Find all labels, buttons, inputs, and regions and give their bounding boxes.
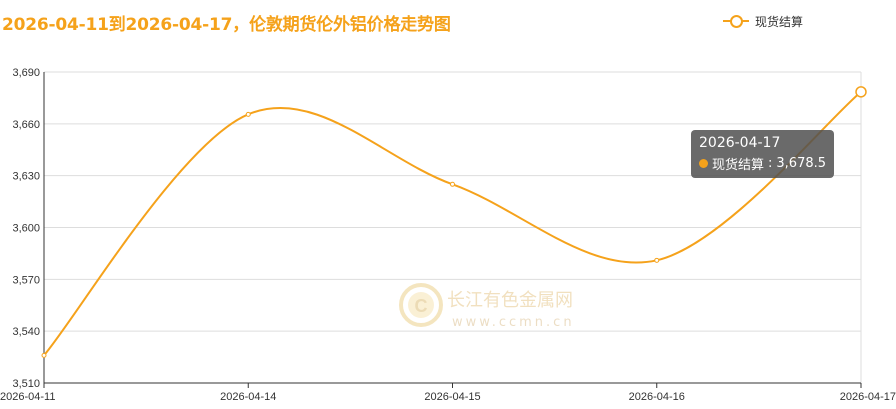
grid-lines — [44, 71, 862, 384]
legend-item-spot-settlement[interactable]: 现货结算 — [723, 10, 803, 32]
data-point — [245, 111, 251, 117]
x-tick-label: 2026-04-14 — [220, 391, 276, 403]
chart-title: 2026-04-11到2026-04-17，伦敦期货伦外铝价格走势图 — [2, 15, 451, 35]
watermark-logo: C 长江有色金属网 www.ccmn.cn — [399, 283, 575, 330]
y-tick-label: 3,570 — [12, 274, 40, 286]
y-tick-label: 3,660 — [12, 119, 40, 131]
legend-label: 现货结算 — [755, 14, 804, 29]
y-tick-label: 3,690 — [12, 67, 40, 79]
series-spot-settlement — [41, 86, 867, 358]
tooltip-series-dot-icon — [699, 159, 708, 168]
y-tick-label: 3,540 — [12, 326, 40, 338]
y-tick-label: 3,630 — [12, 171, 40, 183]
x-tick-label: 2026-04-15 — [424, 391, 480, 403]
x-tick-label: 2026-04-16 — [629, 391, 685, 403]
data-point — [855, 86, 867, 98]
y-tick-label: 3,510 — [12, 378, 40, 390]
y-tick-label: 3,600 — [12, 223, 40, 235]
data-point — [450, 181, 455, 187]
watermark-name: 长江有色金属网 — [447, 290, 573, 311]
watermark-url: www.ccmn.cn — [452, 315, 575, 330]
tooltip: 2026-04-17 现货结算: 3,678.5 — [691, 130, 835, 178]
tooltip-date: 2026-04-17 — [699, 135, 781, 151]
y-axis: 3,510 3,540 3,570 3,600 3,630 3,660 3,690 — [12, 67, 45, 390]
data-point — [41, 352, 47, 358]
x-tick-label: 2026-04-17 — [840, 391, 896, 403]
tooltip-series-label: 现货结算 — [712, 158, 765, 173]
svg-text:C: C — [415, 296, 428, 316]
tooltip-value: 3,678.5 — [776, 156, 827, 171]
x-tick-label: 2026-04-11 — [0, 391, 55, 403]
x-axis: 2026-04-11 2026-04-14 2026-04-15 2026-04-16… — [0, 382, 896, 403]
data-point — [654, 257, 660, 263]
legend-line-circle-icon — [723, 14, 749, 28]
